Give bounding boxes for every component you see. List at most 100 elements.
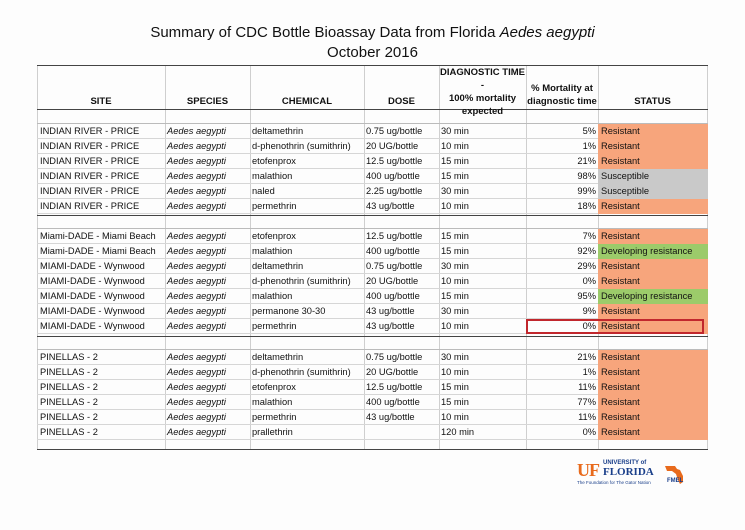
chemical-cell: d-phenothrin (sumithrin) <box>252 141 351 151</box>
mortality-cell: 9% <box>582 306 596 316</box>
diagnostic-time-cell: 10 min <box>441 367 469 377</box>
dose-cell: 43 ug/bottle <box>366 412 415 422</box>
status-cell: Resistant <box>598 425 708 440</box>
chemical-cell: naled <box>252 186 275 196</box>
site-cell: Miami-DADE - Miami Beach <box>40 246 156 256</box>
table-row: PINELLAS - 2 Aedes aegypti malathion 400 ug… <box>37 395 708 410</box>
chemical-cell: permethrin <box>252 201 297 211</box>
mortality-cell: 99% <box>577 186 596 196</box>
chemical-cell: deltamethrin <box>252 261 304 271</box>
report-title: Summary of CDC Bottle Bioassay Data from… <box>0 24 745 41</box>
site-cell: INDIAN RIVER - PRICE <box>40 201 140 211</box>
header-dose: DOSE <box>388 96 415 107</box>
mortality-cell: 7% <box>582 231 596 241</box>
dose-cell: 400 ug/bottle <box>366 397 420 407</box>
species-cell: Aedes aegypti <box>167 231 226 241</box>
diagnostic-time-cell: 15 min <box>441 382 469 392</box>
table-row: MIAMI-DADE - Wynwood Aedes aegypti permeth… <box>37 319 708 334</box>
chemical-cell: permethrin <box>252 412 297 422</box>
species-cell: Aedes aegypti <box>167 246 226 256</box>
table-row: MIAMI-DADE - Wynwood Aedes aegypti d-pheno… <box>37 274 708 289</box>
chemical-cell: d-phenothrin (sumithrin) <box>252 276 351 286</box>
table-row: INDIAN RIVER - PRICE Aedes aegypti etofenp… <box>37 154 708 169</box>
mortality-cell: 11% <box>578 382 596 392</box>
fmel-logo-icon: FMEL <box>665 466 684 484</box>
chemical-cell: malathion <box>252 291 293 301</box>
dose-cell: 2.25 ug/bottle <box>366 186 423 196</box>
table-row: PINELLAS - 2 Aedes aegypti deltamethrin 0.7… <box>37 350 708 365</box>
header-status: STATUS <box>634 96 671 107</box>
chemical-cell: deltamethrin <box>252 126 304 136</box>
table-row: INDIAN RIVER - PRICE Aedes aegypti d-pheno… <box>37 139 708 154</box>
species-cell: Aedes aegypti <box>167 201 226 211</box>
species-cell: Aedes aegypti <box>167 261 226 271</box>
table-row: PINELLAS - 2 Aedes aegypti permethrin 43 ug… <box>37 410 708 425</box>
status-cell: Developing resistance <box>598 244 708 259</box>
mortality-cell: 1% <box>582 367 596 377</box>
header-species: SPECIES <box>186 96 229 107</box>
mortality-cell: 98% <box>577 171 596 181</box>
chemical-cell: malathion <box>252 246 293 256</box>
dose-cell: 20 UG/bottle <box>366 367 419 377</box>
dose-cell: 43 ug/bottle <box>366 201 415 211</box>
diagnostic-time-cell: 15 min <box>441 246 469 256</box>
mortality-cell: 1% <box>582 141 596 151</box>
header-diag-line2: 100% mortality <box>448 93 517 104</box>
chemical-cell: d-phenothrin (sumithrin) <box>252 367 351 377</box>
mortality-cell: 95% <box>577 291 596 301</box>
chemical-cell: deltamethrin <box>252 352 304 362</box>
chemical-cell: etofenprox <box>252 382 296 392</box>
diagnostic-time-cell: 10 min <box>441 141 469 151</box>
diagnostic-time-cell: 15 min <box>441 231 469 241</box>
mortality-cell: 0% <box>582 427 596 437</box>
status-cell: Resistant <box>598 380 708 395</box>
site-cell: MIAMI-DADE - Wynwood <box>40 276 145 286</box>
title-main: Summary of CDC Bottle Bioassay Data from… <box>150 24 496 41</box>
uf-mark: UF <box>577 460 600 480</box>
dose-cell: 20 UG/bottle <box>366 276 419 286</box>
site-cell: MIAMI-DADE - Wynwood <box>40 291 145 301</box>
site-cell: PINELLAS - 2 <box>40 367 98 377</box>
site-cell: INDIAN RIVER - PRICE <box>40 156 140 166</box>
status-cell: Resistant <box>598 350 708 365</box>
chemical-cell: malathion <box>252 171 293 181</box>
species-cell: Aedes aegypti <box>167 321 226 331</box>
species-cell: Aedes aegypti <box>167 186 226 196</box>
status-cell: Resistant <box>598 365 708 380</box>
status-cell: Resistant <box>598 274 708 289</box>
site-cell: INDIAN RIVER - PRICE <box>40 186 140 196</box>
mortality-cell: 21% <box>577 352 596 362</box>
species-cell: Aedes aegypti <box>167 156 226 166</box>
table-row: INDIAN RIVER - PRICE Aedes aegypti deltame… <box>37 124 708 139</box>
report-date: October 2016 <box>327 44 418 61</box>
mortality-cell: 18% <box>577 201 596 211</box>
site-cell: PINELLAS - 2 <box>40 382 98 392</box>
status-cell: Resistant <box>598 395 708 410</box>
site-cell: PINELLAS - 2 <box>40 352 98 362</box>
header-chemical: CHEMICAL <box>281 96 333 107</box>
logo-florida: FLORIDA <box>603 466 654 478</box>
diagnostic-time-cell: 30 min <box>441 306 469 316</box>
diagnostic-time-cell: 15 min <box>441 156 469 166</box>
status-cell: Resistant <box>598 199 708 214</box>
status-cell: Resistant <box>598 124 708 139</box>
dose-cell: 400 ug/bottle <box>366 291 420 301</box>
diagnostic-time-cell: 10 min <box>441 412 469 422</box>
species-cell: Aedes aegypti <box>167 382 226 392</box>
mortality-cell: 29% <box>577 261 596 271</box>
site-cell: INDIAN RIVER - PRICE <box>40 141 140 151</box>
chemical-cell: permethrin <box>252 321 297 331</box>
site-cell: MIAMI-DADE - Wynwood <box>40 306 145 316</box>
species-cell: Aedes aegypti <box>167 276 226 286</box>
table-row: INDIAN RIVER - PRICE Aedes aegypti naled 2.… <box>37 184 708 199</box>
species-cell: Aedes aegypti <box>167 397 226 407</box>
status-cell: Developing resistance <box>598 289 708 304</box>
header-diag-line1: DIAGNOSTIC TIME - <box>440 67 525 91</box>
chemical-cell: malathion <box>252 397 293 407</box>
chemical-cell: etofenprox <box>252 231 296 241</box>
dose-cell: 400 ug/bottle <box>366 246 420 256</box>
status-cell: Resistant <box>598 259 708 274</box>
header-diag-line3: expected <box>461 106 504 117</box>
table-row: MIAMI-DADE - Wynwood Aedes aegypti permano… <box>37 304 708 319</box>
mortality-cell: 11% <box>578 412 596 422</box>
